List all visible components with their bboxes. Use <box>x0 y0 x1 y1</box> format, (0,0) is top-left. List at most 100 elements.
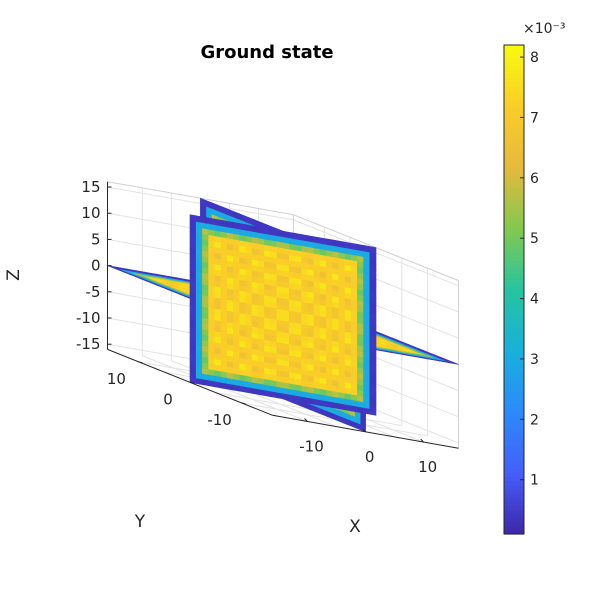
colorbar-segment <box>504 73 524 79</box>
colorbar-segment <box>504 395 524 401</box>
colorbar-segment <box>504 265 524 270</box>
slice-cell <box>357 243 364 252</box>
colorbar-segment <box>504 155 524 160</box>
colorbar-tick-label: 5 <box>530 231 539 247</box>
colorbar-segment <box>504 371 524 376</box>
slice-cell <box>282 230 290 239</box>
colorbar-segment <box>504 293 524 299</box>
colorbar-segment <box>504 220 524 225</box>
colorbar-exponent: ×10⁻³ <box>523 21 566 37</box>
z-tick-label: -15 <box>76 335 101 353</box>
z-tick-label: 10 <box>81 204 100 222</box>
colorbar-segment <box>504 252 524 258</box>
slice-cell <box>214 218 222 227</box>
colorbar-segment <box>504 171 524 176</box>
colorbar-segment <box>504 330 524 335</box>
slice-cell <box>326 238 333 246</box>
colorbar-segment <box>504 318 524 323</box>
colorbar-segment <box>504 61 524 66</box>
colorbar-segment <box>504 411 524 417</box>
colorbar-segment <box>504 460 524 466</box>
colorbar-segment <box>504 203 524 209</box>
colorbar-segment <box>504 159 524 164</box>
colorbar-segment <box>504 464 524 470</box>
colorbar-segment <box>504 326 524 331</box>
colorbar-segment <box>504 456 524 462</box>
colorbar-segment <box>504 501 524 507</box>
colorbar-segment <box>504 53 524 58</box>
x-tick-label: -10 <box>299 438 324 456</box>
slice-cell <box>189 214 197 222</box>
colorbar-segment <box>504 269 524 274</box>
colorbar-segment <box>504 521 524 527</box>
colorbar-segment <box>504 191 524 197</box>
slice-cell <box>350 242 358 251</box>
slice-y0-front <box>189 214 377 416</box>
colorbar-segment <box>504 497 524 502</box>
x-tick-label: 10 <box>418 458 437 476</box>
colorbar-segment <box>504 481 524 486</box>
slice-cell <box>313 236 321 244</box>
colorbar-segment <box>504 525 524 531</box>
colorbar: 1 2 3 4 5 6 7 8 <box>503 44 539 535</box>
colorbar-segment <box>504 419 524 425</box>
slice-cell <box>344 241 352 250</box>
colorbar-segment <box>504 273 524 278</box>
colorbar-segment <box>504 281 524 287</box>
colorbar-segment <box>504 468 524 474</box>
slice-cell <box>332 239 340 247</box>
slice-cell <box>220 219 228 228</box>
y-tick <box>241 402 246 405</box>
colorbar-segment <box>504 358 524 364</box>
colorbar-segment <box>504 260 524 266</box>
colorbar-segment <box>504 485 524 490</box>
colorbar-segment <box>504 277 524 282</box>
slice-cell <box>200 197 207 207</box>
colorbar-segment <box>504 366 524 372</box>
colorbar-segment <box>504 391 524 397</box>
slice-cell <box>288 231 296 240</box>
colorbar-segment <box>504 289 524 295</box>
slice-layer <box>107 197 459 433</box>
colorbar-segment <box>504 45 524 50</box>
colorbar-segment <box>504 432 524 437</box>
colorbar-segment <box>504 236 524 242</box>
colorbar-segment <box>504 509 524 515</box>
chart-title: Ground state <box>200 42 333 63</box>
axis-layer: 15 10 5 0 -5 -10 -15 10 0 -10 -10 0 10 <box>76 178 459 476</box>
slice-cell <box>208 217 216 226</box>
colorbar-segment <box>504 228 524 234</box>
colorbar-segment <box>504 77 524 83</box>
colorbar-segment <box>504 118 524 124</box>
y-axis-label: Y <box>134 512 146 532</box>
colorbar-tick-label: 6 <box>530 171 539 187</box>
colorbar-tick-label: 8 <box>530 50 539 66</box>
x-tick <box>362 428 366 433</box>
x-tick <box>304 418 308 422</box>
colorbar-segment <box>504 301 524 307</box>
colorbar-segment <box>504 175 524 181</box>
y-tick <box>138 361 143 364</box>
y-tick <box>189 381 195 384</box>
colorbar-segment <box>504 89 524 95</box>
colorbar-segment <box>504 313 524 319</box>
slice-cell <box>257 226 265 234</box>
colorbar-tick-label: 7 <box>530 110 539 126</box>
colorbar-segment <box>504 379 524 384</box>
colorbar-segment <box>504 126 524 132</box>
y-tick-label: 10 <box>107 370 126 388</box>
slice-cell <box>264 227 271 235</box>
colorbar-segment <box>504 179 524 185</box>
colorbar-segment <box>504 49 524 54</box>
colorbar-segment <box>504 297 524 303</box>
colorbar-segment <box>504 493 524 498</box>
colorbar-segment <box>504 216 524 221</box>
colorbar-segment <box>504 342 524 348</box>
slice-cell <box>301 234 309 242</box>
colorbar-segment <box>504 285 524 291</box>
colorbar-segment <box>504 448 524 454</box>
colorbar-segment <box>504 362 524 368</box>
colorbar-segment <box>504 529 524 535</box>
slice-cell <box>276 229 284 238</box>
slice-cell <box>195 215 203 223</box>
